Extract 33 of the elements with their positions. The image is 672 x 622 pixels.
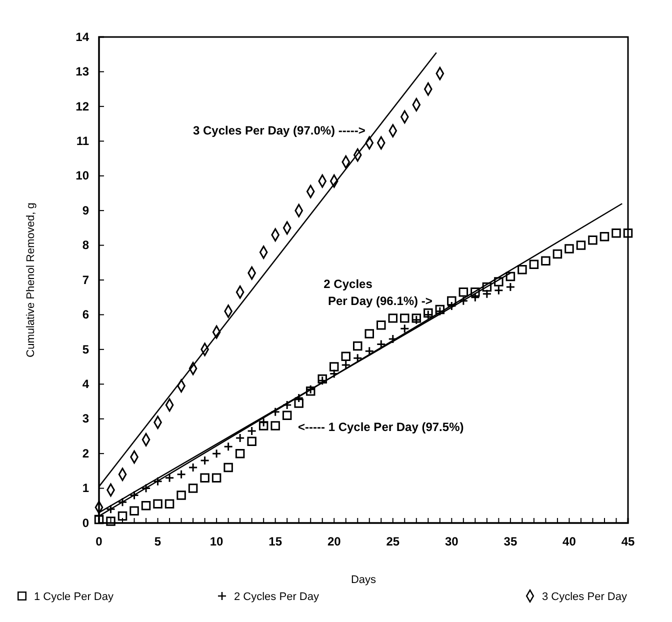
- x-tick-label: 15: [268, 534, 282, 549]
- y-tick-label: 7: [82, 272, 90, 287]
- legend-label: 3 Cycles Per Day: [542, 591, 628, 603]
- annotation: 3 Cycles Per Day (97.0%) ----->: [192, 124, 366, 138]
- x-tick-label: 40: [562, 534, 576, 549]
- x-tick-label: 25: [386, 534, 400, 549]
- y-tick-label: 14: [76, 30, 90, 44]
- y-tick-label: 0: [82, 516, 90, 530]
- y-tick-label: 1: [82, 481, 90, 496]
- x-tick-label: 35: [504, 534, 518, 549]
- x-tick-label: 45: [621, 534, 635, 549]
- x-tick-label: 0: [96, 534, 103, 549]
- x-tick-label: 5: [154, 534, 162, 549]
- y-tick-label: 8: [82, 238, 90, 252]
- legend-label: 1 Cycle Per Day: [34, 591, 114, 603]
- y-axis-title: Cumulative Phenol Removed, g: [25, 202, 37, 358]
- y-tick-label: 5: [82, 342, 90, 356]
- y-tick-label: 10: [76, 168, 90, 183]
- y-tick-label: 11: [76, 134, 90, 148]
- x-tick-label: 30: [444, 534, 459, 549]
- x-tick-label: 20: [327, 534, 342, 549]
- annotation: 2 Cycles Per Day (96.1%) ->: [324, 276, 432, 308]
- x-tick-label: 10: [210, 534, 224, 549]
- y-tick-label: 4: [82, 376, 90, 391]
- y-tick-label: 2: [82, 446, 90, 460]
- annotation: <----- 1 Cycle Per Day (97.5%): [298, 420, 464, 434]
- legend-label: 2 Cycles Per Day: [234, 591, 320, 603]
- y-tick-label: 6: [82, 308, 90, 322]
- y-tick-label: 13: [76, 64, 90, 79]
- y-tick-label: 12: [76, 99, 90, 114]
- x-axis-title: Days: [350, 574, 377, 586]
- y-tick-label: 3: [82, 412, 90, 426]
- y-tick-label: 9: [82, 203, 90, 218]
